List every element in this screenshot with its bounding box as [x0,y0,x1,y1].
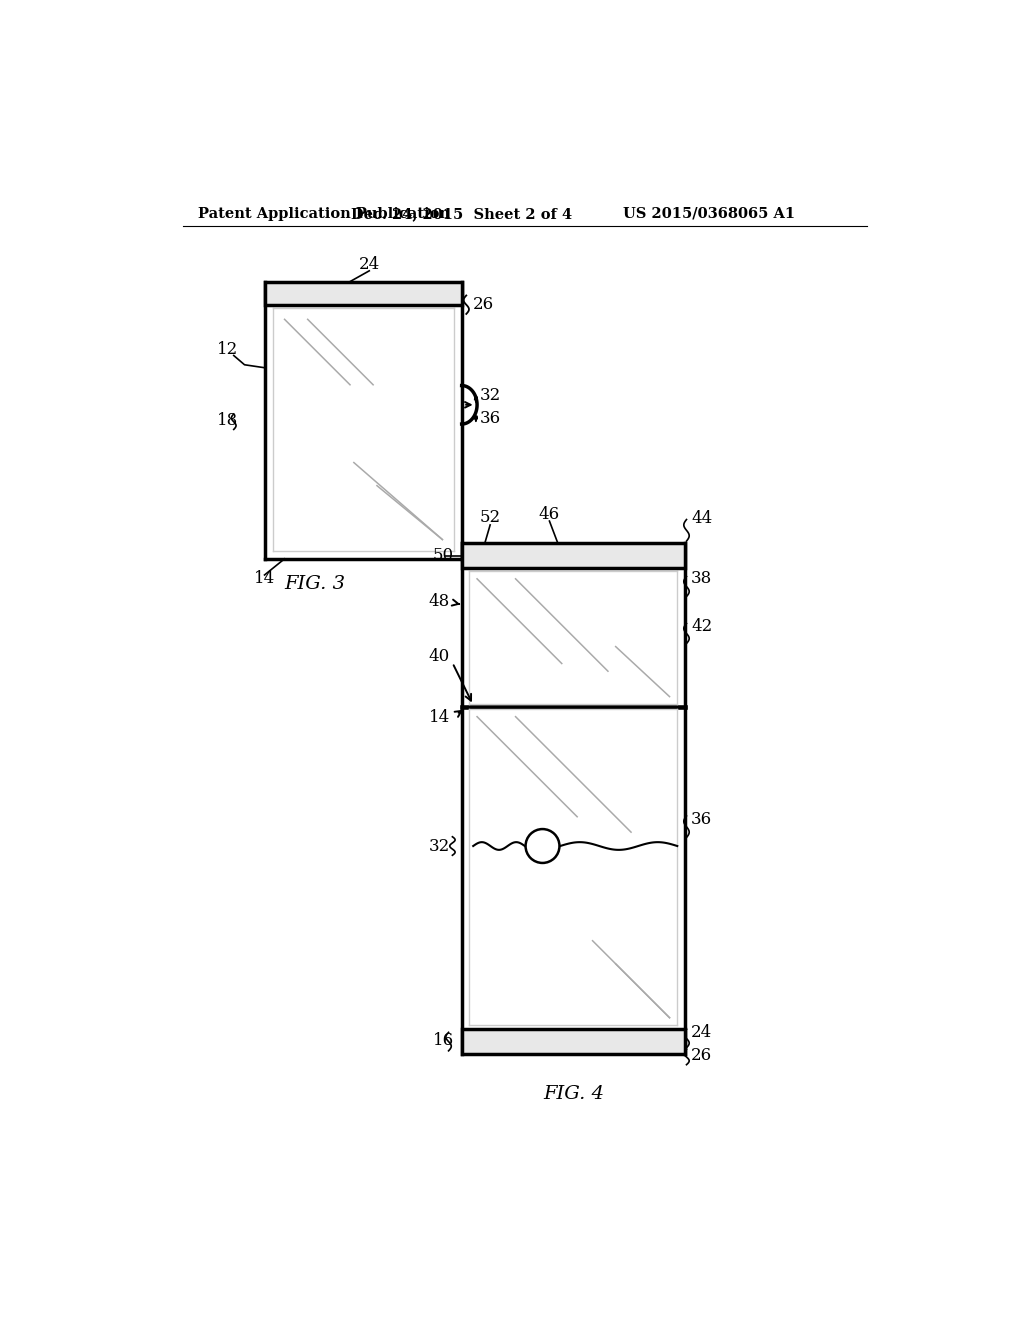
Text: 36: 36 [479,411,501,428]
Text: 14: 14 [254,569,275,586]
Bar [265,281,462,305]
Text: 32: 32 [429,837,451,854]
Text: 44: 44 [691,511,713,527]
Text: FIG. 4: FIG. 4 [543,1085,604,1104]
Text: US 2015/0368065 A1: US 2015/0368065 A1 [624,207,796,220]
Text: 40: 40 [429,648,451,665]
Text: 50: 50 [433,548,454,564]
Text: 24: 24 [358,256,380,273]
Text: FIG. 3: FIG. 3 [285,576,345,593]
Text: 16: 16 [433,1032,454,1049]
Text: 18: 18 [217,412,238,429]
Bar [462,544,685,568]
Text: 24: 24 [691,1024,713,1041]
Text: 26: 26 [473,296,495,313]
Text: 26: 26 [691,1047,713,1064]
Text: Patent Application Publication: Patent Application Publication [199,207,451,220]
Text: 52: 52 [479,510,501,527]
Bar [462,1028,685,1053]
Text: 14: 14 [429,709,451,726]
Text: 46: 46 [539,506,560,523]
Text: 48: 48 [429,593,451,610]
Text: 32: 32 [479,387,501,404]
Text: Dec. 24, 2015  Sheet 2 of 4: Dec. 24, 2015 Sheet 2 of 4 [351,207,572,220]
Text: 12: 12 [217,341,238,358]
Text: 42: 42 [691,618,713,635]
Text: 36: 36 [691,810,713,828]
Text: 38: 38 [691,570,713,587]
